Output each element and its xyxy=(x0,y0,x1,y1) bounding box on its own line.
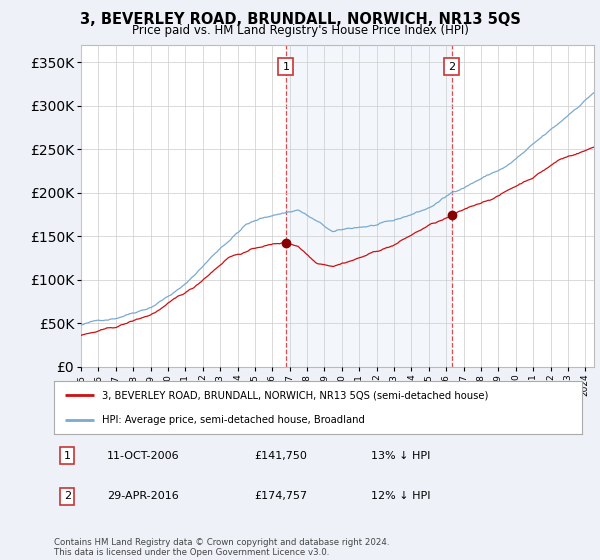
Text: Contains HM Land Registry data © Crown copyright and database right 2024.
This d: Contains HM Land Registry data © Crown c… xyxy=(54,538,389,557)
Text: 1: 1 xyxy=(283,62,289,72)
Text: 13% ↓ HPI: 13% ↓ HPI xyxy=(371,451,430,461)
Bar xyxy=(286,45,452,367)
Text: 2: 2 xyxy=(64,491,71,501)
Text: £174,757: £174,757 xyxy=(254,491,308,501)
Text: 3, BEVERLEY ROAD, BRUNDALL, NORWICH, NR13 5QS (semi-detached house): 3, BEVERLEY ROAD, BRUNDALL, NORWICH, NR1… xyxy=(101,390,488,400)
Text: HPI: Average price, semi-detached house, Broadland: HPI: Average price, semi-detached house,… xyxy=(101,414,364,424)
Text: 1: 1 xyxy=(64,451,71,461)
Text: £141,750: £141,750 xyxy=(254,451,308,461)
Text: 2: 2 xyxy=(448,62,455,72)
Text: 11-OCT-2006: 11-OCT-2006 xyxy=(107,451,179,461)
Text: Price paid vs. HM Land Registry's House Price Index (HPI): Price paid vs. HM Land Registry's House … xyxy=(131,24,469,37)
Text: 29-APR-2016: 29-APR-2016 xyxy=(107,491,179,501)
Text: 3, BEVERLEY ROAD, BRUNDALL, NORWICH, NR13 5QS: 3, BEVERLEY ROAD, BRUNDALL, NORWICH, NR1… xyxy=(80,12,520,27)
Text: 12% ↓ HPI: 12% ↓ HPI xyxy=(371,491,430,501)
